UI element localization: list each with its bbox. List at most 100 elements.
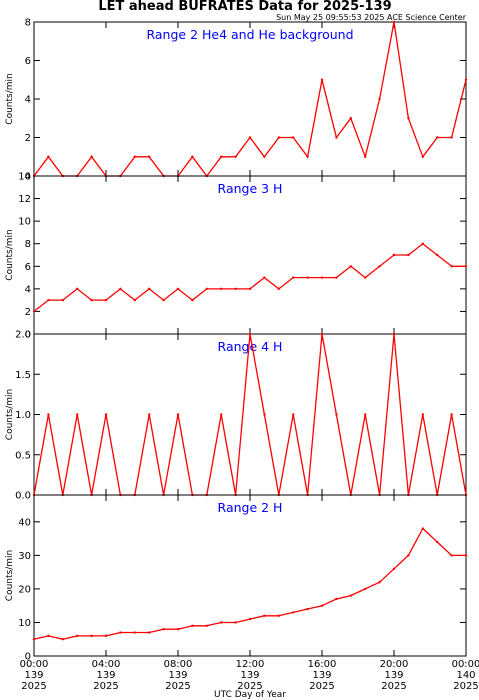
panel-4-data-point [119,631,122,634]
y-tick-label: 40 [18,517,31,528]
x-tick-day: 139 [384,670,403,681]
panel-2-ylabel: Counts/min [5,229,15,280]
panel-2-data-point [464,265,468,268]
y-tick-label: 6 [25,262,31,273]
y-tick-label: 20 [18,584,31,595]
panel-4-data-point [148,631,151,634]
panel-2-data-point [220,287,223,291]
panel-4-data-point [205,624,208,628]
panel-4-data-point [464,554,468,557]
panel-4-data-point [364,587,367,591]
x-tick-year: 2025 [21,681,46,692]
panel-1-data-point [464,78,468,81]
panel-4-data-point [76,634,79,638]
panel-2-data-point [320,276,324,279]
x-tick-day: 139 [168,670,187,681]
panel-1-data-point [450,136,453,139]
panel-2-data-point [133,298,136,302]
y-tick-label: 0 [25,330,31,341]
panel-1-data-point [378,97,381,101]
panel-3-data-point [76,413,79,416]
y-tick-label: 10 [18,618,31,629]
x-tick-day: 139 [96,670,115,681]
panel-4-series-line [33,527,466,640]
y-tick-label: 0 [25,652,31,663]
panel-1-data-point [392,20,396,24]
panel-4-data-point [191,624,194,628]
panel-2-data-point [32,310,36,313]
panel-4-data-point [90,634,93,638]
y-tick-label: 2.0 [15,330,31,341]
y-tick-label: 0.0 [15,491,31,502]
panel-1-data-point [364,155,367,158]
panel-1-data-point [436,136,439,139]
x-tick-year: 2025 [309,681,334,692]
panel-2-data-point [407,253,410,257]
y-tick-label: 12 [18,194,31,205]
x-tick-year: 2025 [93,681,118,692]
panel-1-data-point [292,136,295,139]
panel-2-data-point [392,253,396,257]
panel-2-series-line [33,243,466,312]
panel-1-data-point [306,155,309,158]
panel-4-title: Range 2 H [218,500,283,515]
x-tick-time: 00:00 [452,659,479,670]
panel-4-data-point [104,634,108,638]
panel-4-data-point [220,621,223,624]
panel-3-ylabel: Counts/min [5,389,15,440]
panel-3-data-point [450,413,453,416]
panel-2-data-point [76,287,79,291]
panel-4-frame [33,494,467,657]
panel-2-data-point [277,287,280,291]
panel-2-data-point [191,298,194,302]
panel-2-data-point [248,287,252,291]
y-tick-label: 2 [25,133,31,144]
panel-3-data-point [292,413,295,416]
y-tick-label: 8 [25,239,31,250]
x-tick-day: 140 [456,670,475,681]
panel-4-data-point [450,554,453,557]
x-tick-year: 2025 [381,681,406,692]
panel-3-data-point [248,332,252,336]
panel-4-data-point [61,638,64,641]
y-tick-label: 2 [25,307,31,318]
panel-3-data-point [176,413,180,416]
panel-1-data-point [407,117,410,120]
y-tick-label: 0 [25,172,31,183]
panel-4-data-point [436,540,439,544]
panel-4-data-point [162,627,165,631]
x-tick-year: 2025 [165,681,190,692]
x-tick-day: 139 [24,670,43,681]
panel-1-data-point [335,136,338,139]
x-tick-time: 20:00 [380,659,409,670]
panel-1-data-point [234,155,237,158]
x-tick-time: 12:00 [236,659,265,670]
x-tick-time: 00:00 [20,659,49,670]
panel-4-data-point [263,614,266,617]
panel-2-data-point [176,287,180,291]
panel-4-data-point [335,597,338,601]
panel-4-data-point [248,617,252,621]
panel-1-frame [33,21,467,177]
panel-2-data-point [162,298,165,302]
panel-4-data-point [392,567,396,570]
panel-2-data-point [90,298,93,302]
panel-2-data-point [104,298,108,302]
panel-2-title: Range 3 H [218,181,283,196]
x-axis-label: UTC Day of Year [214,690,286,700]
x-tick-year: 2025 [453,681,478,692]
panel-1-data-point [90,155,93,158]
panel-3-data-point [148,413,151,416]
panel-1-data-point [148,155,151,158]
chart-title: LET ahead BUFRATES Data for 2025-139 [98,0,391,14]
y-tick-label: 1.0 [15,410,31,421]
y-tick-label: 4 [25,284,31,295]
panel-4-data-point [292,611,295,614]
y-tick-label: 6 [25,56,31,67]
panel-2-data-point [421,242,424,245]
panel-4-data-point [378,581,381,584]
x-tick-time: 08:00 [164,659,193,670]
panel-2-data-point [450,265,453,268]
panel-1-title: Range 2 He4 and He background [146,27,353,42]
panel-2-data-point [335,276,338,279]
